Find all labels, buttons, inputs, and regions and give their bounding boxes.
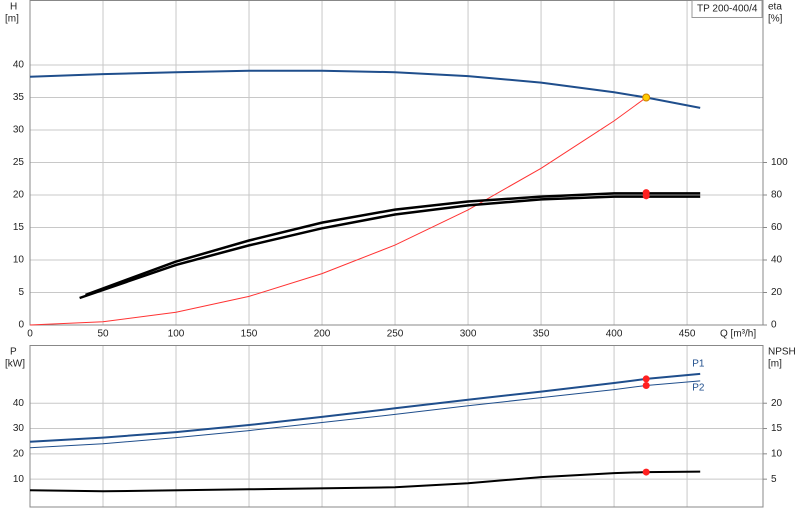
x-tick-label: 350 [533, 329, 550, 340]
x-tick-label: 150 [241, 329, 258, 340]
y2-axis-label: NPSH [768, 347, 796, 358]
x-tick-label: 200 [314, 329, 331, 340]
x-tick-label: 400 [606, 329, 623, 340]
y2-axis-label: eta [768, 2, 782, 13]
chart-title: TP 200-400/4 [697, 4, 758, 15]
x-axis-label: Q [m³/h] [720, 329, 756, 340]
y-tick-label: 10 [13, 255, 25, 266]
duty-point [642, 382, 650, 389]
y-tick-label: 10 [13, 474, 25, 485]
x-tick-label: 0 [27, 329, 33, 340]
x-tick-label: 100 [168, 329, 185, 340]
y-axis-unit: [m] [5, 14, 19, 25]
y2-tick-label: 15 [771, 423, 783, 434]
series-line [79, 195, 701, 300]
y-tick-label: 25 [13, 157, 25, 168]
y2-axis-unit: [%] [768, 14, 783, 25]
duty-point [642, 468, 650, 476]
y-axis-label: H [10, 2, 17, 13]
series-line [29, 69, 701, 109]
x-tick-label: 300 [460, 329, 477, 340]
x-tick-label: 50 [97, 329, 109, 340]
plot-frame [29, 345, 764, 508]
y-tick-label: 40 [13, 398, 25, 409]
series-line [85, 192, 701, 297]
y2-tick-label: 0 [771, 320, 777, 331]
y-axis-unit: [kW] [5, 359, 25, 370]
y-tick-label: 0 [18, 320, 24, 331]
duty-point [642, 192, 650, 200]
y2-tick-label: 20 [771, 287, 783, 298]
y-tick-label: 35 [13, 92, 25, 103]
y2-tick-label: 40 [771, 255, 783, 266]
duty-point [642, 93, 651, 102]
series-line [29, 470, 701, 493]
y-axis-label: P [10, 347, 17, 358]
y-tick-label: 5 [18, 287, 24, 298]
y-tick-label: 30 [13, 125, 25, 136]
x-tick-label: 450 [679, 329, 696, 340]
y-tick-label: 20 [13, 448, 25, 459]
y-tick-label: 30 [13, 423, 25, 434]
y2-tick-label: 20 [771, 398, 783, 409]
duty-point [642, 375, 650, 383]
y2-tick-label: 5 [771, 474, 777, 485]
series-line [29, 372, 701, 443]
plot-frame [29, 0, 764, 326]
y2-tick-label: 100 [771, 157, 788, 168]
y2-axis-unit: [m] [768, 359, 782, 370]
series-line [29, 97, 647, 326]
title-box [691, 0, 763, 18]
y-tick-label: 15 [13, 222, 25, 233]
y2-tick-label: 80 [771, 190, 783, 201]
series-line [29, 380, 701, 449]
y2-tick-label: 10 [771, 448, 783, 459]
series-label: P1 [692, 358, 705, 369]
y-tick-label: 20 [13, 190, 25, 201]
x-tick-label: 250 [387, 329, 404, 340]
y2-tick-label: 60 [771, 222, 783, 233]
y-tick-label: 40 [13, 60, 25, 71]
series-label: P2 [692, 383, 705, 394]
